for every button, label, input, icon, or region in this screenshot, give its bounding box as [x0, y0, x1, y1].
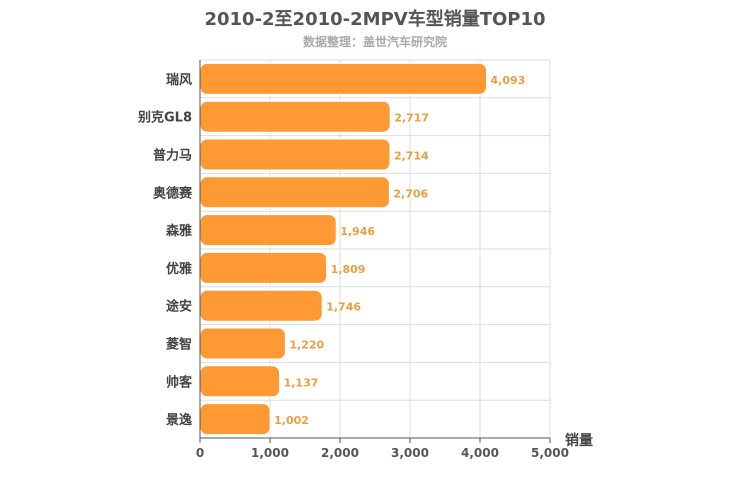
category-label: 普力马 — [153, 148, 192, 164]
category-label: 森雅 — [166, 223, 192, 239]
bars: 4,093 2,717 2,714 2,706 1,946 1,809 1,746 1,220… — [199, 62, 526, 436]
bar — [199, 251, 328, 284]
bar — [199, 327, 286, 360]
category-label: 奥德赛 — [153, 185, 193, 201]
x-tick-label: 2,000 — [321, 446, 359, 460]
bar — [199, 100, 391, 133]
bar — [199, 403, 271, 436]
value-label: 1,220 — [289, 339, 324, 352]
bar — [199, 138, 391, 171]
category-label: 景逸 — [166, 412, 192, 428]
category-label: 帅客 — [166, 374, 193, 390]
value-label: 1,746 — [326, 301, 361, 314]
bar — [199, 365, 281, 398]
category-label: 优雅 — [166, 261, 192, 277]
value-label: 1,946 — [340, 225, 375, 238]
category-label: 别克GL8 — [137, 110, 192, 126]
x-tick-label: 0 — [196, 446, 204, 460]
category-label: 菱智 — [166, 337, 192, 353]
value-label: 4,093 — [491, 74, 526, 87]
value-label: 2,714 — [394, 150, 429, 163]
x-axis-title: 销量 — [565, 432, 593, 449]
chart-title: 2010-2至2010-2MPV车型销量TOP10 — [204, 9, 546, 30]
bar — [199, 214, 337, 247]
category-label: 途安 — [166, 299, 192, 315]
value-label: 1,809 — [331, 263, 366, 276]
chart-subtitle: 数据整理：盖世汽车研究院 — [302, 35, 447, 49]
x-tick-label: 5,000 — [531, 446, 569, 460]
grid — [200, 59, 551, 438]
value-label: 2,717 — [394, 112, 429, 125]
bar — [199, 62, 488, 95]
value-label: 1,002 — [274, 414, 309, 427]
x-tick-label: 4,000 — [461, 446, 499, 460]
x-tick-label: 3,000 — [391, 446, 429, 460]
category-label: 瑞风 — [166, 72, 192, 88]
value-label: 2,706 — [393, 187, 428, 200]
x-tick-label: 1,000 — [251, 446, 289, 460]
bar — [199, 176, 390, 209]
value-label: 1,137 — [284, 376, 319, 389]
bar — [199, 289, 323, 322]
